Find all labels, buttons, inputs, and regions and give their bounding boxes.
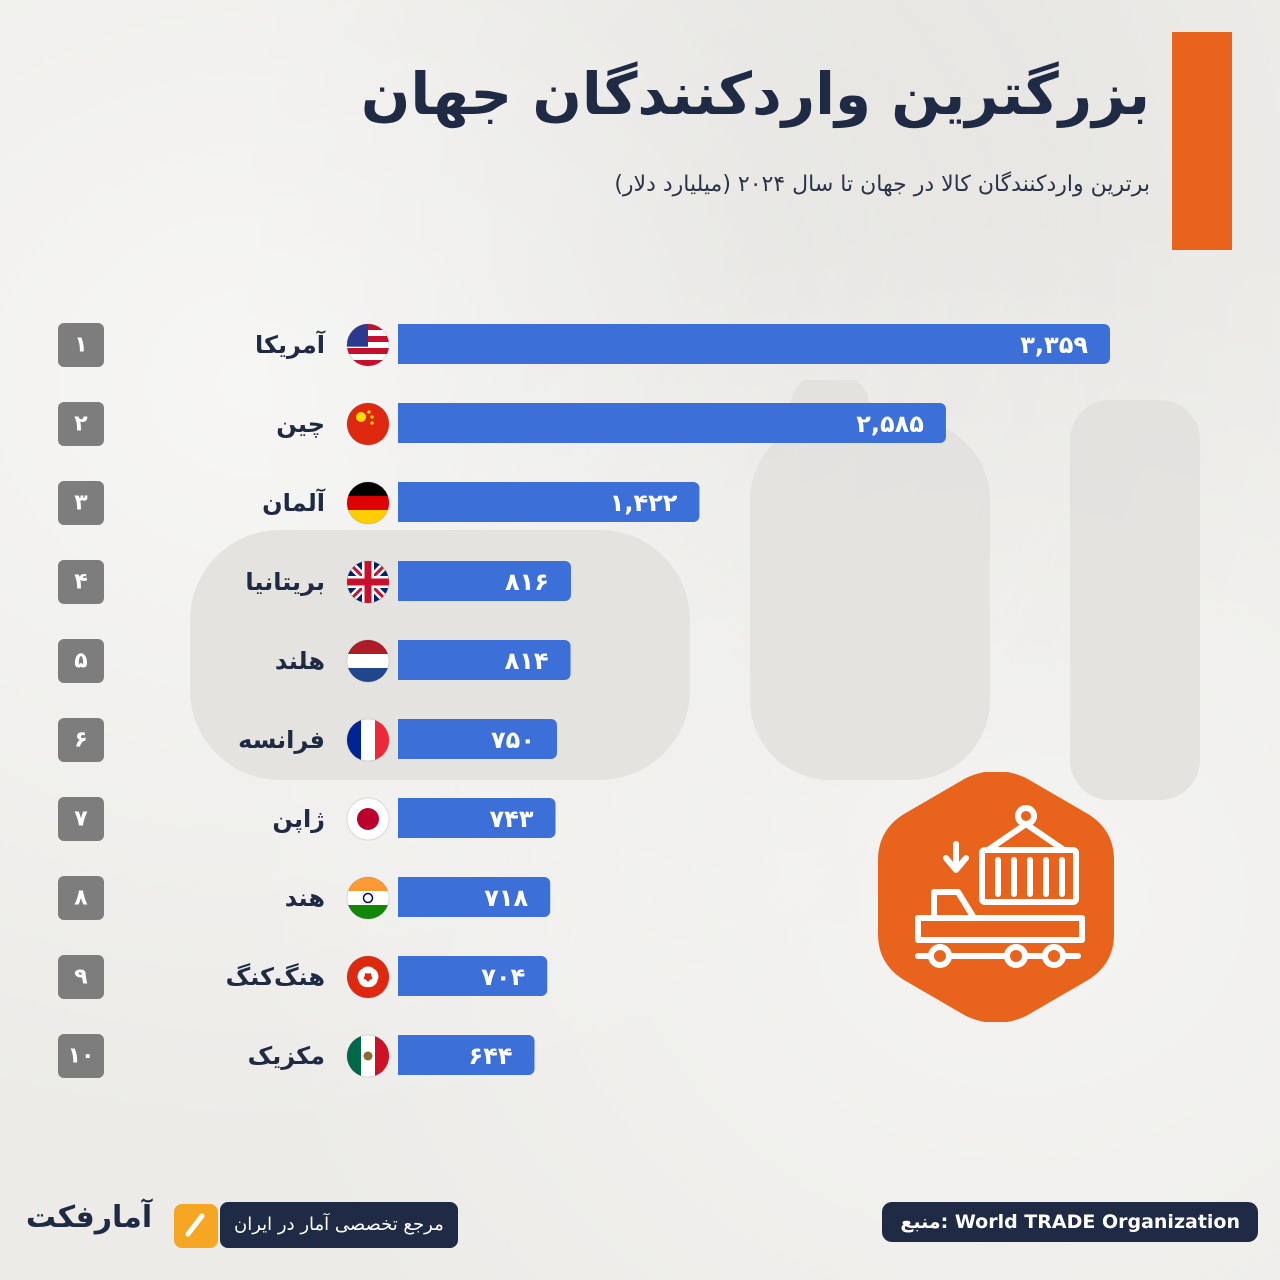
rank-box: [58, 639, 104, 683]
in-flag: [346, 876, 390, 920]
bar: [398, 798, 556, 838]
rank-box: [58, 402, 104, 446]
value-label: ۲,۵۸۵: [856, 410, 924, 438]
brand-tagline: مرجع تخصصی آمار در ایران: [220, 1202, 458, 1248]
rank-box: [58, 718, 104, 762]
value-label: ۱,۴۲۲: [610, 489, 678, 517]
us-flag: [346, 323, 390, 367]
rank-label: ۳: [74, 491, 88, 516]
truck-container-icon: [878, 772, 1114, 1022]
title-accent-bar: [1172, 32, 1232, 250]
hk-flag: [346, 955, 390, 999]
page-title: بزرگترین واردکنندگان جهان: [360, 60, 1150, 128]
bar: [398, 877, 551, 917]
rank-label: ۴: [74, 570, 87, 595]
rank-box: [58, 323, 104, 367]
mx-flag: [346, 1034, 390, 1078]
rank-label: ۵: [74, 649, 87, 674]
bar: [398, 561, 571, 601]
brand-logo-text: آمارفکت: [25, 1200, 153, 1235]
value-label: ۷۱۸: [484, 884, 528, 912]
value-label: ۶۴۴: [469, 1042, 513, 1070]
value-label: ۷۵۰: [491, 726, 535, 754]
rank-label: ۷: [74, 807, 88, 832]
country-label: مکزیک: [248, 1042, 325, 1070]
bar-left-edge: [398, 561, 406, 601]
rank-box: [58, 1034, 104, 1078]
rank-label: ۱۰: [68, 1044, 95, 1069]
brand-block: آمارفکت مرجع تخصصی آمار در ایران: [24, 1198, 494, 1258]
cn-flag: [346, 402, 390, 446]
rank-label: ۸: [74, 886, 88, 911]
bar-chart: ۱ آمریکا ۳,۳۵۹ ۲ چین ۲,۵۸۵ ۳ آلمان ۱,۴۲۲ ۴ بریتانی…: [58, 323, 1110, 1078]
rank-box: [58, 560, 104, 604]
bar: [398, 956, 548, 996]
jp-flag: [346, 797, 390, 841]
rank-box: [58, 955, 104, 999]
bar-left-edge: [398, 640, 406, 680]
bar-left-edge: [398, 956, 406, 996]
de-flag: [346, 481, 390, 525]
country-label: آلمان: [262, 488, 326, 517]
bar-left-edge: [398, 403, 406, 443]
country-label: هند: [285, 884, 325, 912]
value-label: ۷۴۳: [490, 805, 534, 833]
rank-box: [58, 797, 104, 841]
value-label: ۸۱۴: [505, 647, 549, 675]
rank-box: [58, 481, 104, 525]
rank-box: [58, 876, 104, 920]
gb-flag: [346, 560, 390, 604]
fr-flag: [346, 718, 390, 762]
brand-logo-icon: [174, 1204, 218, 1248]
bar-left-edge: [398, 482, 406, 522]
bar-left-edge: [398, 324, 406, 364]
rank-label: ۲: [74, 412, 88, 437]
country-label: آمریکا: [255, 330, 326, 359]
value-label: ۳,۳۵۹: [1020, 331, 1088, 359]
bar-left-edge: [398, 719, 406, 759]
country-label: فرانسه: [238, 726, 325, 754]
page-subtitle: برترین واردکنندگان کالا در جهان تا سال ۲…: [614, 172, 1150, 197]
country-label: بریتانیا: [245, 568, 325, 596]
source-label: منبع: World TRADE Organization: [882, 1202, 1258, 1242]
rank-label: ۹: [74, 965, 87, 990]
bar: [398, 324, 1110, 364]
country-label: هنگ‌کنگ: [226, 963, 325, 991]
nl-flag: [346, 639, 390, 683]
bar: [398, 640, 571, 680]
bar: [398, 1035, 535, 1075]
rank-label: ۱: [74, 333, 87, 358]
bar-left-edge: [398, 877, 406, 917]
rank-label: ۶: [74, 728, 87, 753]
bar: [398, 403, 946, 443]
bar-left-edge: [398, 798, 406, 838]
country-label: چین: [276, 410, 325, 438]
value-label: ۷۰۴: [481, 963, 525, 991]
bar-left-edge: [398, 1035, 406, 1075]
value-label: ۸۱۶: [505, 568, 549, 596]
bar: [398, 719, 557, 759]
country-label: ژاپن: [272, 805, 325, 833]
bar: [398, 482, 700, 522]
country-label: هلند: [275, 647, 325, 675]
